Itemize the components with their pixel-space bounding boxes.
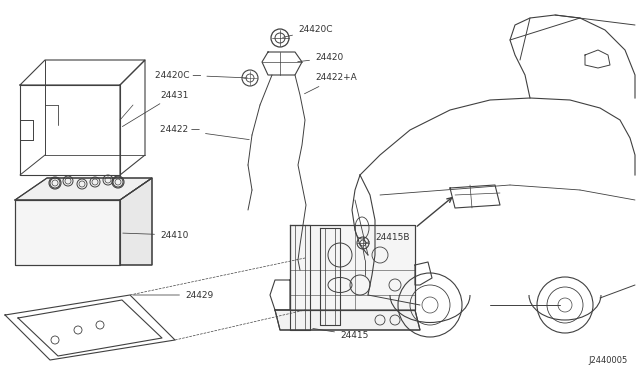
Text: 24410: 24410 [123,231,188,240]
Text: 24415: 24415 [313,328,369,340]
Text: 24429: 24429 [132,291,213,299]
Polygon shape [275,310,420,330]
Text: 24420C: 24420C [283,26,333,37]
Text: 24422+A: 24422+A [305,74,356,94]
Text: 24420: 24420 [298,54,343,62]
Text: 24415B: 24415B [365,234,410,243]
Polygon shape [15,178,152,200]
Text: 24431: 24431 [122,90,188,126]
Polygon shape [120,178,152,265]
Text: 24420C —: 24420C — [155,71,247,80]
Polygon shape [15,200,120,265]
Polygon shape [290,225,415,310]
Text: J2440005: J2440005 [589,356,628,365]
Text: 24422 —: 24422 — [160,125,249,140]
